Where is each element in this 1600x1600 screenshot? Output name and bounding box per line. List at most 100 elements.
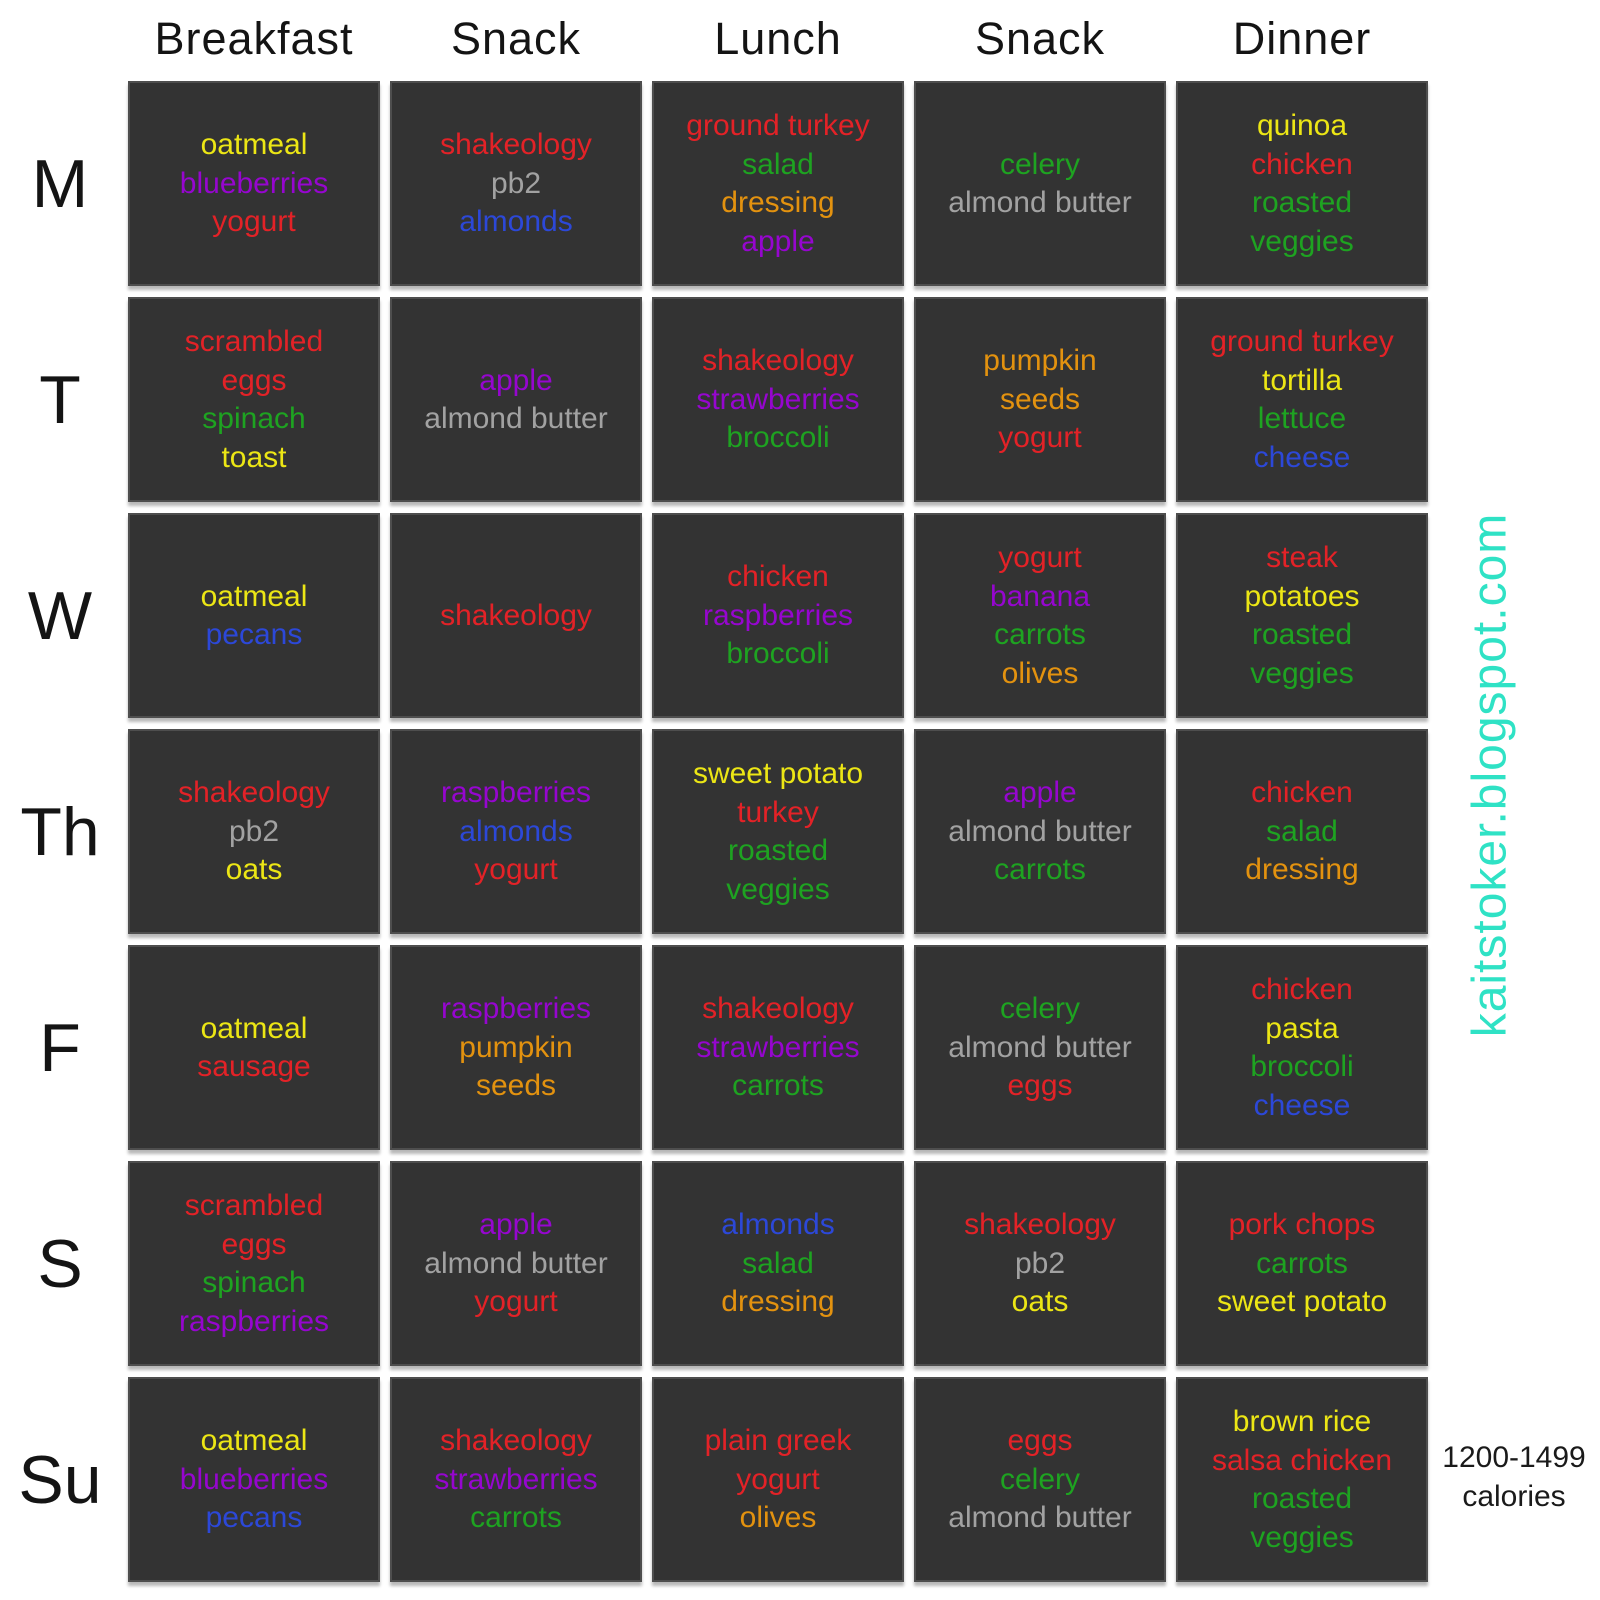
day-label-s: S — [37, 1225, 83, 1302]
meal-item: pecans — [205, 1501, 303, 1535]
meal-cell-m-0: oatmeal blueberries yogurt — [128, 81, 380, 286]
meal-item: almonds — [459, 814, 573, 848]
meal-item: almonds — [721, 1208, 835, 1242]
meal-item: yogurt — [474, 1285, 558, 1319]
column-header-breakfast-0: Breakfast — [154, 13, 354, 64]
meal-item: cheese — [1253, 1088, 1351, 1122]
meal-item: eggs — [221, 1227, 287, 1261]
meal-item: carrots — [470, 1501, 562, 1535]
meal-cell-su-2: plain greek yogurt olives — [652, 1377, 904, 1582]
meal-item: strawberries — [434, 1462, 598, 1496]
meal-item: raspberries — [702, 598, 854, 632]
meal-item: almond butter — [948, 814, 1132, 848]
meal-item: almond butter — [424, 402, 608, 435]
meal-cell-t-4: ground turkey tortilla lettuce cheese — [1176, 297, 1428, 502]
column-header-lunch-2: Lunch — [714, 13, 842, 64]
meal-item: celery — [999, 1462, 1081, 1496]
day-label-th: Th — [20, 793, 100, 870]
meal-cell-f-1: raspberries pumpkin seeds — [390, 945, 642, 1150]
meal-item: roasted — [1251, 1482, 1353, 1515]
column-header-dinner-4: Dinner — [1232, 13, 1372, 64]
meal-item: oatmeal — [200, 579, 308, 613]
meal-item: roasted — [1251, 618, 1353, 651]
meal-item: cheese — [1253, 440, 1351, 474]
meal-item: apple — [741, 224, 815, 258]
meal-item: banana — [989, 579, 1091, 613]
day-label-m: M — [31, 145, 89, 222]
meal-item: yogurt — [998, 541, 1082, 574]
meal-cell-s-1: apple almond butter yogurt — [390, 1161, 642, 1366]
meal-item: carrots — [994, 618, 1086, 651]
meal-item: almonds — [459, 205, 573, 239]
meal-item: olives — [739, 1501, 817, 1535]
meal-item: toast — [221, 440, 287, 474]
meal-cell-w-4: steak potatoes roasted veggies — [1176, 513, 1428, 718]
meal-item: spinach — [202, 402, 306, 435]
meal-item: dressing — [721, 1285, 835, 1319]
meal-item: turkey — [737, 795, 819, 829]
meal-item: raspberries — [440, 992, 592, 1026]
meal-item: yogurt — [736, 1462, 820, 1496]
meal-item: seeds — [475, 1069, 557, 1103]
meal-item: raspberries — [178, 1304, 330, 1338]
meal-item: strawberries — [696, 1030, 860, 1064]
column-header-snack-1: Snack — [450, 13, 582, 64]
meal-item: oatmeal — [200, 1424, 308, 1458]
meal-item: dressing — [721, 186, 835, 219]
day-label-f: F — [39, 1009, 81, 1086]
meal-cell-t-2: shakeology strawberries broccoli — [652, 297, 904, 502]
meal-item: brown rice — [1232, 1405, 1372, 1438]
meal-cell-s-4: pork chops carrots sweet potato — [1176, 1161, 1428, 1366]
meal-item: steak — [1266, 541, 1338, 574]
meal-cell-m-3: celery almond butter — [914, 81, 1166, 286]
meal-cell-m-4: quinoa chicken roasted veggies — [1176, 81, 1428, 286]
meal-item: scrambled — [184, 1189, 324, 1222]
meal-cell-th-1: raspberries almonds yogurt — [390, 729, 642, 934]
meal-cell-s-3: shakeology pb2 oats — [914, 1161, 1166, 1366]
day-label-t: T — [39, 361, 81, 438]
meal-item: carrots — [732, 1069, 824, 1103]
column-header-snack-3: Snack — [974, 13, 1106, 64]
meal-item: apple — [479, 363, 553, 397]
meal-item: celery — [999, 992, 1081, 1026]
meal-item: carrots — [1256, 1246, 1348, 1280]
meal-item: eggs — [1007, 1424, 1073, 1458]
meal-item: pb2 — [490, 166, 542, 200]
watermark-blog-url: kaitstoker.blogspot.com — [1463, 512, 1517, 1038]
meal-cell-w-0: oatmeal pecans — [128, 513, 380, 718]
meal-item: chicken — [1251, 776, 1353, 810]
meal-cell-th-3: apple almond butter carrots — [914, 729, 1166, 934]
meal-item: carrots — [994, 853, 1086, 887]
meal-item: chicken — [727, 560, 829, 594]
meal-item: lettuce — [1257, 402, 1347, 435]
meal-cell-t-3: pumpkin seeds yogurt — [914, 297, 1166, 502]
calories-unit: calories — [1462, 1480, 1566, 1513]
meal-item: oatmeal — [200, 1011, 308, 1045]
meal-item: veggies — [1250, 656, 1354, 690]
meal-item: oatmeal — [200, 128, 308, 162]
meal-item: pumpkin — [983, 344, 1097, 378]
meal-item: blueberries — [179, 1462, 329, 1496]
meal-item: blueberries — [179, 166, 329, 200]
meal-item: salad — [742, 147, 814, 181]
meal-item: shakeology — [440, 598, 592, 632]
meal-item: seeds — [999, 382, 1081, 416]
meal-item: broccoli — [1250, 1050, 1354, 1083]
meal-item: shakeology — [702, 992, 854, 1026]
meal-item: veggies — [1250, 1520, 1354, 1554]
meal-item: chicken — [1251, 147, 1353, 181]
meal-cell-w-3: yogurt banana carrots olives — [914, 513, 1166, 718]
meal-item: sweet potato — [692, 757, 864, 790]
meal-item: broccoli — [726, 637, 830, 671]
meal-cell-s-0: scrambled eggs spinach raspberries — [128, 1161, 380, 1366]
corner-spacer — [2, 8, 118, 70]
meal-item: dressing — [1245, 853, 1359, 887]
meal-item: spinach — [202, 1266, 306, 1299]
meal-item: pasta — [1265, 1011, 1339, 1045]
meal-cell-th-0: shakeology pb2 oats — [128, 729, 380, 934]
meal-item: ground turkey — [1210, 325, 1394, 358]
meal-cell-su-1: shakeology strawberries carrots — [390, 1377, 642, 1582]
calories-range: 1200-1499 — [1442, 1441, 1586, 1474]
meal-item: broccoli — [726, 421, 830, 455]
